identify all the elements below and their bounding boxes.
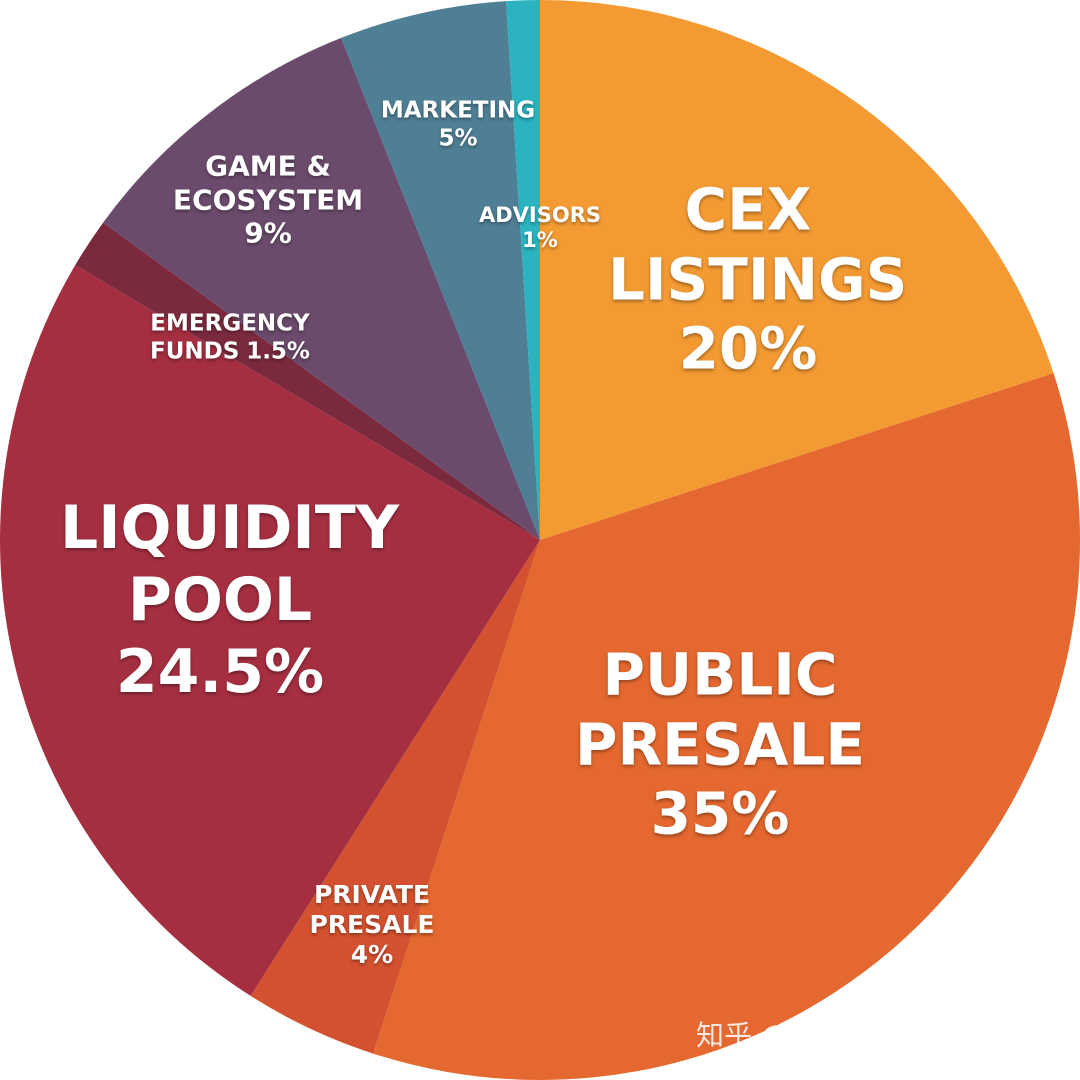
slice-name: ADVISORS [478,202,602,227]
slice-label: ADVISORS 1% [465,203,615,253]
slice-value: 4% [350,940,394,969]
slice-name: MARKETING [380,97,536,124]
slice-label: LIQUIDITY POOL 24.5% [60,492,399,708]
slice-name: PRIVATE PRESALE [309,880,435,939]
slice-label: PUBLIC PRESALE 35% [570,641,870,850]
pie-slice [373,373,1080,1080]
slice-name: GAME & ECOSYSTEM [172,149,364,217]
slice-name: CEX LISTINGS [608,175,908,314]
slice-label: EMERGENCY FUNDS 1.5% [143,310,318,365]
slice-value: 5% [438,125,478,151]
slice-value: 9% [244,216,292,250]
pie-slice [341,1,540,541]
slice-label: MARKETING 5% [373,97,543,152]
slice-label: CEX LISTINGS 20% [608,176,907,385]
pie-slice [75,222,540,541]
slice-name: EMERGENCY FUNDS [150,310,310,364]
pie-slice [540,0,1054,540]
pie-slice [250,540,540,1054]
slice-label: GAME & ECOSYSTEM 9% [163,150,373,251]
pie-slice [103,37,540,541]
pie-slice [0,265,540,996]
pie-slice [506,0,540,540]
slice-name: LIQUIDITY POOL [60,493,400,635]
slice-value: 35% [650,779,790,848]
slice-value: 20% [678,314,818,383]
slice-value: 24.5% [115,637,325,707]
watermark: 知乎 @科学家币圈研究院 [696,1019,1013,1052]
slice-name: PUBLIC PRESALE [574,640,866,779]
slice-value: 1% [522,228,558,252]
slice-value: 1.5% [246,338,310,364]
slice-label: PRIVATE PRESALE 4% [297,880,447,970]
